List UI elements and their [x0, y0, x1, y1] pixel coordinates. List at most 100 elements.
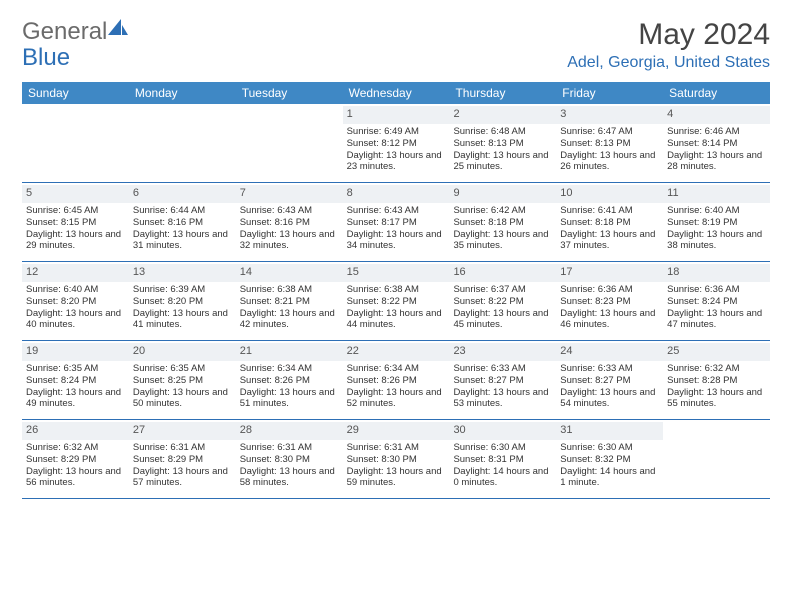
sunset-text: Sunset: 8:13 PM	[453, 138, 552, 150]
day-number: 20	[129, 343, 236, 361]
title-block: May 2024 Adel, Georgia, United States	[567, 18, 770, 72]
sunset-text: Sunset: 8:22 PM	[453, 296, 552, 308]
sunrise-text: Sunrise: 6:49 AM	[347, 126, 446, 138]
sunrise-text: Sunrise: 6:31 AM	[133, 442, 232, 454]
dow-monday: Monday	[129, 82, 236, 104]
logo-sail-icon	[108, 19, 128, 37]
daylight-text: Daylight: 13 hours and 57 minutes.	[133, 466, 232, 490]
calendar-cell: 19Sunrise: 6:35 AMSunset: 8:24 PMDayligh…	[22, 341, 129, 419]
calendar-cell: 17Sunrise: 6:36 AMSunset: 8:23 PMDayligh…	[556, 262, 663, 340]
sunset-text: Sunset: 8:25 PM	[133, 375, 232, 387]
daylight-text: Daylight: 13 hours and 29 minutes.	[26, 229, 125, 253]
dow-tuesday: Tuesday	[236, 82, 343, 104]
sunset-text: Sunset: 8:26 PM	[240, 375, 339, 387]
sunset-text: Sunset: 8:31 PM	[453, 454, 552, 466]
day-number: 26	[22, 422, 129, 440]
sunrise-text: Sunrise: 6:44 AM	[133, 205, 232, 217]
calendar-cell: 1Sunrise: 6:49 AMSunset: 8:12 PMDaylight…	[343, 104, 450, 182]
calendar-cell: 21Sunrise: 6:34 AMSunset: 8:26 PMDayligh…	[236, 341, 343, 419]
sunset-text: Sunset: 8:17 PM	[347, 217, 446, 229]
calendar-cell: 16Sunrise: 6:37 AMSunset: 8:22 PMDayligh…	[449, 262, 556, 340]
daylight-text: Daylight: 13 hours and 54 minutes.	[560, 387, 659, 411]
sunrise-text: Sunrise: 6:35 AM	[133, 363, 232, 375]
day-number: 5	[22, 185, 129, 203]
day-of-week-header: SundayMondayTuesdayWednesdayThursdayFrid…	[22, 82, 770, 104]
sunrise-text: Sunrise: 6:46 AM	[667, 126, 766, 138]
calendar-cell: 24Sunrise: 6:33 AMSunset: 8:27 PMDayligh…	[556, 341, 663, 419]
sunrise-text: Sunrise: 6:38 AM	[240, 284, 339, 296]
sunset-text: Sunset: 8:13 PM	[560, 138, 659, 150]
daylight-text: Daylight: 13 hours and 53 minutes.	[453, 387, 552, 411]
calendar: SundayMondayTuesdayWednesdayThursdayFrid…	[22, 82, 770, 499]
day-number: 6	[129, 185, 236, 203]
sunrise-text: Sunrise: 6:38 AM	[347, 284, 446, 296]
month-title: May 2024	[567, 18, 770, 52]
location: Adel, Georgia, United States	[567, 54, 770, 72]
calendar-cell: 3Sunrise: 6:47 AMSunset: 8:13 PMDaylight…	[556, 104, 663, 182]
calendar-cell: 4Sunrise: 6:46 AMSunset: 8:14 PMDaylight…	[663, 104, 770, 182]
sunset-text: Sunset: 8:24 PM	[667, 296, 766, 308]
sunset-text: Sunset: 8:30 PM	[347, 454, 446, 466]
daylight-text: Daylight: 13 hours and 23 minutes.	[347, 150, 446, 174]
daylight-text: Daylight: 13 hours and 51 minutes.	[240, 387, 339, 411]
calendar-cell: 14Sunrise: 6:38 AMSunset: 8:21 PMDayligh…	[236, 262, 343, 340]
day-number: 10	[556, 185, 663, 203]
calendar-cell-empty	[663, 420, 770, 498]
calendar-cell: 6Sunrise: 6:44 AMSunset: 8:16 PMDaylight…	[129, 183, 236, 261]
sunrise-text: Sunrise: 6:39 AM	[133, 284, 232, 296]
sunrise-text: Sunrise: 6:48 AM	[453, 126, 552, 138]
sunrise-text: Sunrise: 6:34 AM	[347, 363, 446, 375]
sunset-text: Sunset: 8:32 PM	[560, 454, 659, 466]
sunrise-text: Sunrise: 6:45 AM	[26, 205, 125, 217]
daylight-text: Daylight: 13 hours and 26 minutes.	[560, 150, 659, 174]
day-number: 27	[129, 422, 236, 440]
daylight-text: Daylight: 13 hours and 28 minutes.	[667, 150, 766, 174]
daylight-text: Daylight: 13 hours and 42 minutes.	[240, 308, 339, 332]
daylight-text: Daylight: 13 hours and 37 minutes.	[560, 229, 659, 253]
sunset-text: Sunset: 8:16 PM	[133, 217, 232, 229]
calendar-cell: 7Sunrise: 6:43 AMSunset: 8:16 PMDaylight…	[236, 183, 343, 261]
calendar-cell: 31 Sunrise: 6:30 AMSunset: 8:32 PMDayligh…	[556, 420, 663, 498]
logo-text-1: General	[22, 18, 107, 46]
dow-saturday: Saturday	[663, 82, 770, 104]
week-row: 26Sunrise: 6:32 AMSunset: 8:29 PMDayligh…	[22, 420, 770, 499]
day-number: 31	[556, 422, 663, 440]
calendar-cell: 26Sunrise: 6:32 AMSunset: 8:29 PMDayligh…	[22, 420, 129, 498]
day-number: 13	[129, 264, 236, 282]
daylight-text: Daylight: 14 hours and 1 minute.	[560, 466, 659, 490]
sunset-text: Sunset: 8:18 PM	[560, 217, 659, 229]
daylight-text: Daylight: 13 hours and 38 minutes.	[667, 229, 766, 253]
sunrise-text: Sunrise: 6:47 AM	[560, 126, 659, 138]
day-number: 25	[663, 343, 770, 361]
logo-text-2: Blue	[22, 44, 70, 72]
week-row: 12Sunrise: 6:40 AMSunset: 8:20 PMDayligh…	[22, 262, 770, 341]
sunset-text: Sunset: 8:29 PM	[26, 454, 125, 466]
daylight-text: Daylight: 13 hours and 40 minutes.	[26, 308, 125, 332]
day-number: 24	[556, 343, 663, 361]
daylight-text: Daylight: 13 hours and 55 minutes.	[667, 387, 766, 411]
daylight-text: Daylight: 14 hours and 0 minutes.	[453, 466, 552, 490]
sunrise-text: Sunrise: 6:40 AM	[26, 284, 125, 296]
day-number: 29	[343, 422, 450, 440]
calendar-cell: 28Sunrise: 6:31 AMSunset: 8:30 PMDayligh…	[236, 420, 343, 498]
day-number: 21	[236, 343, 343, 361]
calendar-cell-empty	[129, 104, 236, 182]
calendar-cell: 29Sunrise: 6:31 AMSunset: 8:30 PMDayligh…	[343, 420, 450, 498]
daylight-text: Daylight: 13 hours and 25 minutes.	[453, 150, 552, 174]
calendar-cell: 2Sunrise: 6:48 AMSunset: 8:13 PMDaylight…	[449, 104, 556, 182]
sunrise-text: Sunrise: 6:30 AM	[560, 442, 659, 454]
week-row: 1Sunrise: 6:49 AMSunset: 8:12 PMDaylight…	[22, 104, 770, 183]
sunrise-text: Sunrise: 6:33 AM	[560, 363, 659, 375]
day-number: 8	[343, 185, 450, 203]
sunset-text: Sunset: 8:26 PM	[347, 375, 446, 387]
sunrise-text: Sunrise: 6:33 AM	[453, 363, 552, 375]
sunset-text: Sunset: 8:28 PM	[667, 375, 766, 387]
sunrise-text: Sunrise: 6:42 AM	[453, 205, 552, 217]
day-number: 4	[663, 106, 770, 124]
day-number: 15	[343, 264, 450, 282]
sunrise-text: Sunrise: 6:31 AM	[347, 442, 446, 454]
sunset-text: Sunset: 8:30 PM	[240, 454, 339, 466]
sunrise-text: Sunrise: 6:36 AM	[560, 284, 659, 296]
daylight-text: Daylight: 13 hours and 46 minutes.	[560, 308, 659, 332]
sunset-text: Sunset: 8:20 PM	[26, 296, 125, 308]
